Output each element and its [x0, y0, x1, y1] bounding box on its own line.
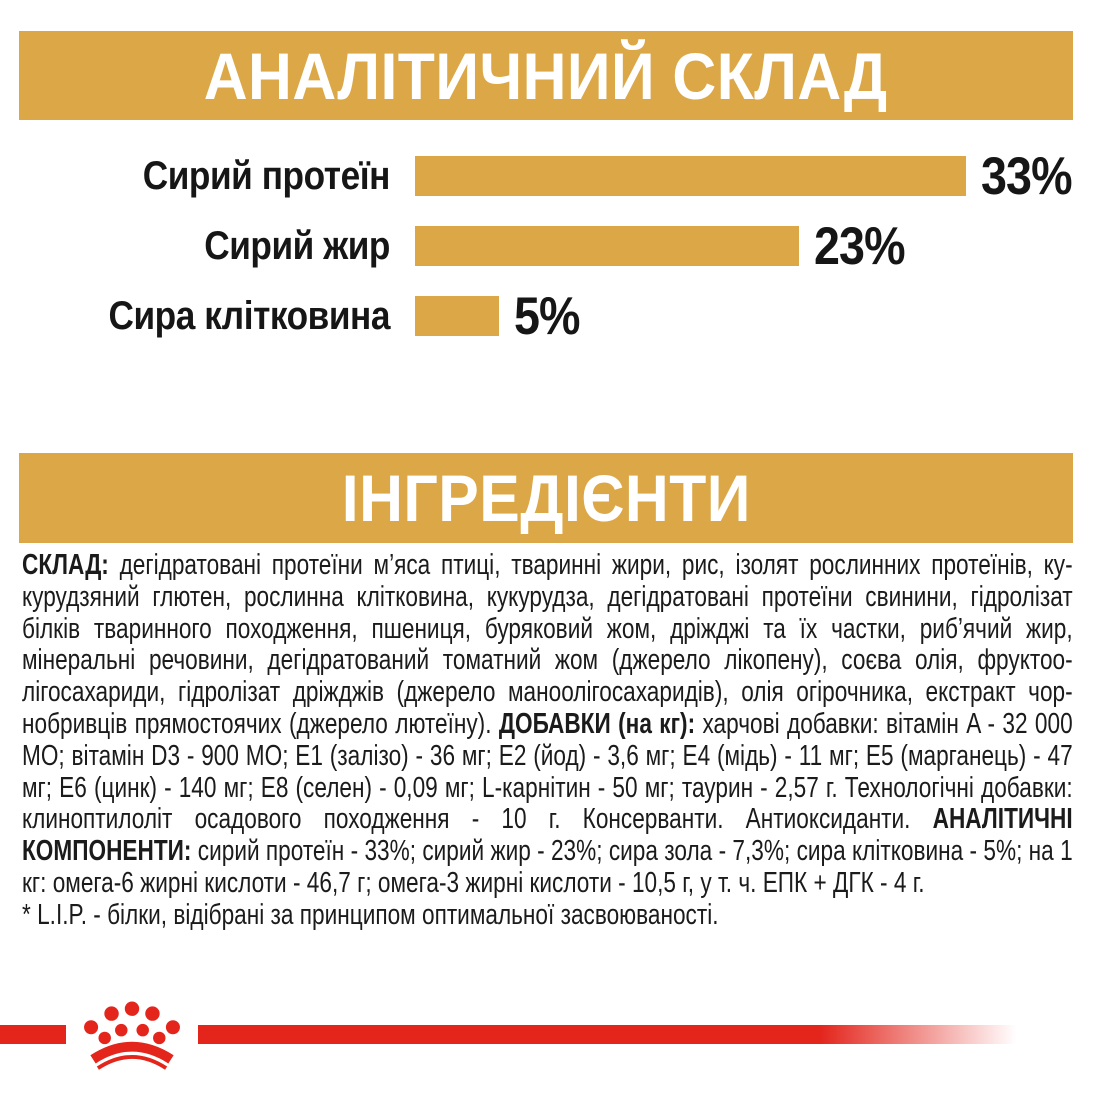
crude-fiber-label: Сира клітковина — [108, 293, 390, 338]
brand-red-stripe — [0, 1025, 1093, 1044]
ingredients-paragraph: СКЛАД: дегідратовані протеїни м’яса птиц… — [22, 549, 1073, 900]
ingredients-text-block: СКЛАД: дегідратовані протеїни м’яса птиц… — [22, 549, 1073, 932]
crude-protein-bar — [415, 156, 967, 196]
nutrient-bar-chart: Сирий протеїн 33% Сирий жир 23% Сира клі… — [0, 120, 1093, 351]
additives-label: ДОБАВКИ (на кг): — [498, 707, 696, 740]
ingredients-banner: ІНГРЕДІЄНТИ — [19, 453, 1073, 543]
analytical-components-text: сирий протеїн - 33%; сирий жир - 23%; си… — [22, 835, 1073, 899]
chart-row-crude-protein: Сирий протеїн 33% — [0, 141, 1093, 211]
crude-fat-label: Сирий жир — [204, 223, 390, 268]
brand-logo-badge — [66, 988, 198, 1084]
crude-fiber-value: 5% — [513, 286, 581, 346]
crude-protein-value: 33% — [981, 146, 1073, 206]
crude-fat-value: 23% — [814, 216, 906, 276]
lip-footnote: * L.I.P. - білки, відібрані за принципом… — [22, 898, 719, 931]
crude-protein-label: Сирий протеїн — [142, 153, 391, 198]
composition-text: дегідратовані протеїни м’яса птиці, твар… — [22, 549, 1073, 740]
composition-label: СКЛАД: — [22, 549, 109, 581]
crude-fat-bar — [415, 226, 800, 266]
additives-text: харчові добавки: вітамін A - 32 000 МО; … — [22, 707, 1073, 836]
ingredients-title: ІНГРЕДІЄНТИ — [341, 461, 751, 535]
crown-paw-icon — [84, 1001, 180, 1070]
analytical-composition-banner: АНАЛІТИЧНИЙ СКЛАД — [19, 31, 1073, 120]
crude-fiber-bar — [415, 296, 499, 336]
analytical-composition-title: АНАЛІТИЧНИЙ СКЛАД — [204, 38, 888, 113]
chart-row-crude-fiber: Сира клітковина 5% — [0, 281, 1093, 351]
chart-row-crude-fat: Сирий жир 23% — [0, 211, 1093, 281]
analytical-components-label: АНАЛІТИЧНІ КОМПОНЕНТИ: — [22, 803, 1073, 868]
